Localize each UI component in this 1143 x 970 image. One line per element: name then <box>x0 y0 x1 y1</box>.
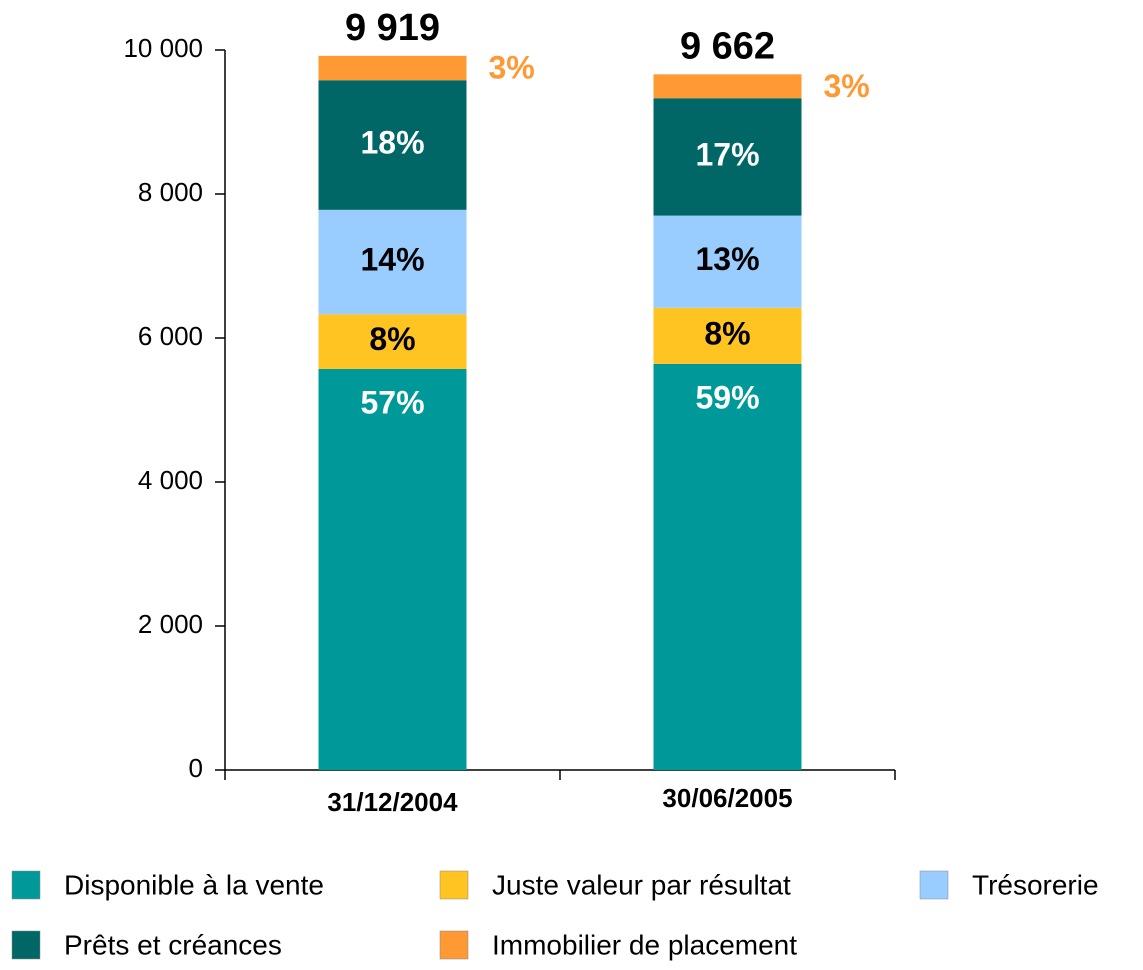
legend-label: Juste valeur par résultat <box>492 869 791 900</box>
bar-segment <box>318 209 467 315</box>
bar-segment <box>653 98 802 216</box>
bar-segment <box>318 314 467 369</box>
y-tick-label: 6 000 <box>138 321 203 351</box>
legend-label: Disponible à la vente <box>64 869 324 900</box>
segment-label: 8% <box>369 321 415 357</box>
bar-segment <box>653 215 802 308</box>
legend-swatch <box>919 870 949 900</box>
legend-label: Trésorerie <box>972 869 1099 900</box>
bar-segment <box>653 363 802 770</box>
y-tick-label: 8 000 <box>138 177 203 207</box>
legend-swatch <box>439 870 469 900</box>
bar-segment <box>653 307 802 364</box>
y-tick-label: 10 000 <box>123 33 203 63</box>
legend-label: Immobilier de placement <box>492 929 797 960</box>
y-tick-label: 4 000 <box>138 465 203 495</box>
bar-segment <box>318 55 467 81</box>
legend-swatch <box>11 930 41 960</box>
total-label: 9 662 <box>680 25 775 67</box>
x-tick-label: 30/06/2005 <box>662 783 792 813</box>
segment-label: 17% <box>695 136 759 172</box>
bar-segment <box>318 368 467 770</box>
segment-label: 3% <box>824 68 870 104</box>
segment-label: 57% <box>360 384 424 420</box>
bar-segment <box>653 74 802 99</box>
segment-label: 14% <box>360 241 424 277</box>
legend-swatch <box>11 870 41 900</box>
total-label: 9 919 <box>345 7 440 49</box>
bar-segment <box>318 80 467 210</box>
legend-swatch <box>439 930 469 960</box>
segment-label: 18% <box>360 124 424 160</box>
segment-label: 8% <box>704 315 750 351</box>
y-tick-label: 0 <box>189 753 203 783</box>
segment-label: 3% <box>489 49 535 85</box>
y-tick-label: 2 000 <box>138 609 203 639</box>
legend-label: Prêts et créances <box>64 929 282 960</box>
segment-label: 13% <box>695 241 759 277</box>
x-tick-label: 31/12/2004 <box>327 787 458 817</box>
segment-label: 59% <box>695 379 759 415</box>
